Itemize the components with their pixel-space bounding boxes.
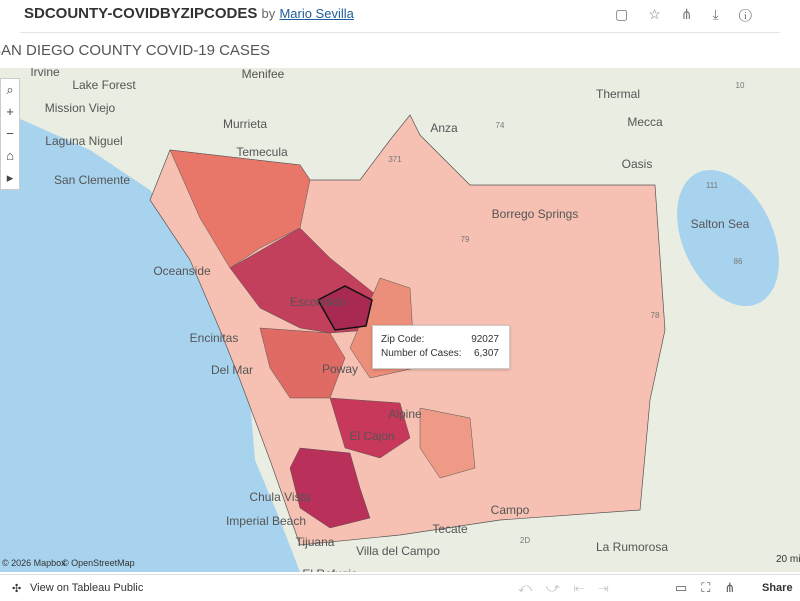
road-label: 78 [651, 311, 660, 320]
place-label: Villa del Campo [356, 544, 440, 558]
tooltip-label: Zip Code: [381, 334, 425, 345]
tableau-icon: ✣ [12, 583, 22, 595]
place-label: Alpine [388, 407, 422, 421]
road-label: 371 [388, 155, 402, 164]
place-label: Campo [491, 503, 530, 517]
nav-icons[interactable]: ⤺⤻⇤⇥ [518, 580, 623, 595]
place-label: Lake Forest [72, 78, 136, 92]
place-label: La Rumorosa [596, 540, 668, 554]
place-label: El Refugio [302, 567, 358, 572]
place-label: Mecca [627, 115, 663, 129]
attribution: © OpenStreetMap [62, 558, 135, 568]
place-label: Thermal [596, 87, 640, 101]
road-label: 111 [706, 181, 719, 190]
place-label: Laguna Niguel [45, 134, 122, 148]
tooltip-value: 6,307 [473, 348, 499, 359]
map: Irvine Lake Forest Mission Viejo Laguna Nig… [0, 68, 800, 572]
place-label: Borrego Springs [492, 207, 579, 221]
tooltip-label: Number of Cases: [381, 348, 462, 359]
place-label: Poway [322, 362, 358, 376]
road-label: 2D [520, 536, 530, 545]
toolbar-icons[interactable]: ▢☆⋔⤓ⓘ [615, 6, 772, 22]
ocean [0, 110, 300, 572]
tooltip-value: 92027 [471, 334, 499, 345]
road-label: 79 [461, 235, 470, 244]
road-label: 86 [734, 257, 743, 266]
footer: ✣ View on Tableau Public ⤺⤻⇤⇥ ▭⛶⋔ Share [0, 574, 800, 601]
view-title: SAN DIEGO COUNTY COVID-19 CASES [0, 42, 270, 59]
place-label: Mission Viejo [45, 101, 116, 115]
place-label: Murrieta [223, 117, 267, 131]
road-label: 10 [736, 81, 745, 90]
attribution: © 2026 Mapbox [2, 558, 66, 568]
zip-region [419, 407, 476, 479]
author-link[interactable]: Mario Sevilla [279, 6, 354, 21]
place-label: Oceanside [153, 264, 211, 278]
road-label: 74 [496, 121, 505, 130]
zip-region [329, 397, 411, 459]
selected-zip[interactable] [316, 285, 373, 331]
scale: 20 mi [776, 554, 800, 565]
tooltip: Zip Code: 92027 Number of Cases: 6,307 [372, 325, 510, 369]
place-label: Tecate [432, 522, 468, 536]
view-on-link[interactable]: View on Tableau Public [30, 582, 144, 594]
share-button[interactable]: Share [762, 582, 793, 594]
place-label: Chula Vista [249, 490, 310, 504]
zip-region [169, 149, 311, 269]
by: by [261, 6, 276, 21]
map-controls[interactable]: ⌕ + − ⌂ ▸ [0, 78, 20, 190]
tool-icons[interactable]: ▭⛶⋔ [675, 580, 750, 595]
place-label: Imperial Beach [226, 514, 306, 528]
place-labels: Irvine Lake Forest Mission Viejo Laguna Nig… [30, 68, 749, 572]
header: SDCOUNTY-COVIDBYZIPCODES by Mario Sevill… [24, 5, 354, 22]
place-label: El Cajon [349, 429, 394, 443]
place-label: Anza [430, 121, 458, 135]
place-label: Oasis [622, 157, 653, 171]
road-labels: 74 371 79 86 10 111 78 2D [388, 81, 745, 545]
place-label: San Clemente [54, 173, 130, 187]
zip-region [289, 447, 371, 529]
place-label: Menifee [242, 68, 285, 81]
workbook-title: SDCOUNTY-COVIDBYZIPCODES [24, 5, 258, 22]
place-label: Del Mar [211, 363, 253, 377]
place-label: Escondido [290, 295, 346, 309]
salton-sea [677, 170, 779, 306]
place-label: Salton Sea [691, 217, 750, 231]
place-label: Irvine [30, 68, 60, 79]
place-label: Encinitas [190, 331, 239, 345]
place-label: Tijuana [296, 535, 335, 549]
divider [20, 32, 780, 33]
place-label: Temecula [236, 145, 288, 159]
